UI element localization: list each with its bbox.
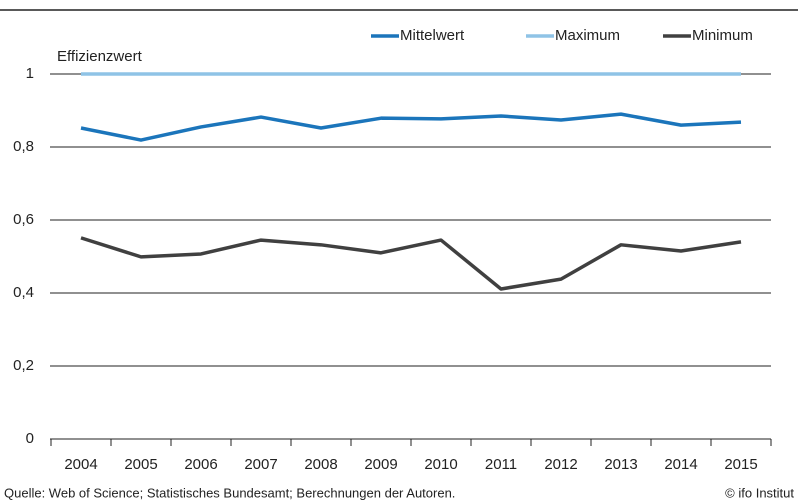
y-tick-label: 0,6 xyxy=(13,211,34,228)
y-tick-label: 0,2 xyxy=(13,357,34,374)
y-tick-label: 0,4 xyxy=(13,284,34,301)
x-tick-label: 2010 xyxy=(424,456,457,473)
legend-label: Minimum xyxy=(692,27,753,44)
y-tick-label: 0 xyxy=(26,430,34,447)
x-tick-label: 2011 xyxy=(485,456,517,473)
y-tick-label: 1 xyxy=(26,65,34,82)
x-tick-label: 2005 xyxy=(124,456,157,473)
x-tick-label: 2008 xyxy=(304,456,337,473)
x-tick-label: 2009 xyxy=(364,456,397,473)
series-line xyxy=(80,236,742,291)
x-tick-label: 2004 xyxy=(64,456,97,473)
x-tick-label: 2007 xyxy=(244,456,277,473)
legend-label: Mittelwert xyxy=(400,27,465,44)
x-tick-label: 2006 xyxy=(184,456,217,473)
x-tick-label: 2012 xyxy=(544,456,577,473)
y-tick-label: 0,8 xyxy=(13,138,34,155)
series-line xyxy=(80,112,742,142)
x-tick-label: 2014 xyxy=(664,456,697,473)
x-tick-label: 2015 xyxy=(724,456,757,473)
source: Quelle: Web of Science; Statistisches Bu… xyxy=(4,485,455,500)
credit: © ifo Institut xyxy=(725,485,794,500)
y-axis-label: Effizienzwert xyxy=(57,48,143,65)
legend-label: Maximum xyxy=(555,27,620,44)
x-tick-label: 2013 xyxy=(604,456,637,473)
